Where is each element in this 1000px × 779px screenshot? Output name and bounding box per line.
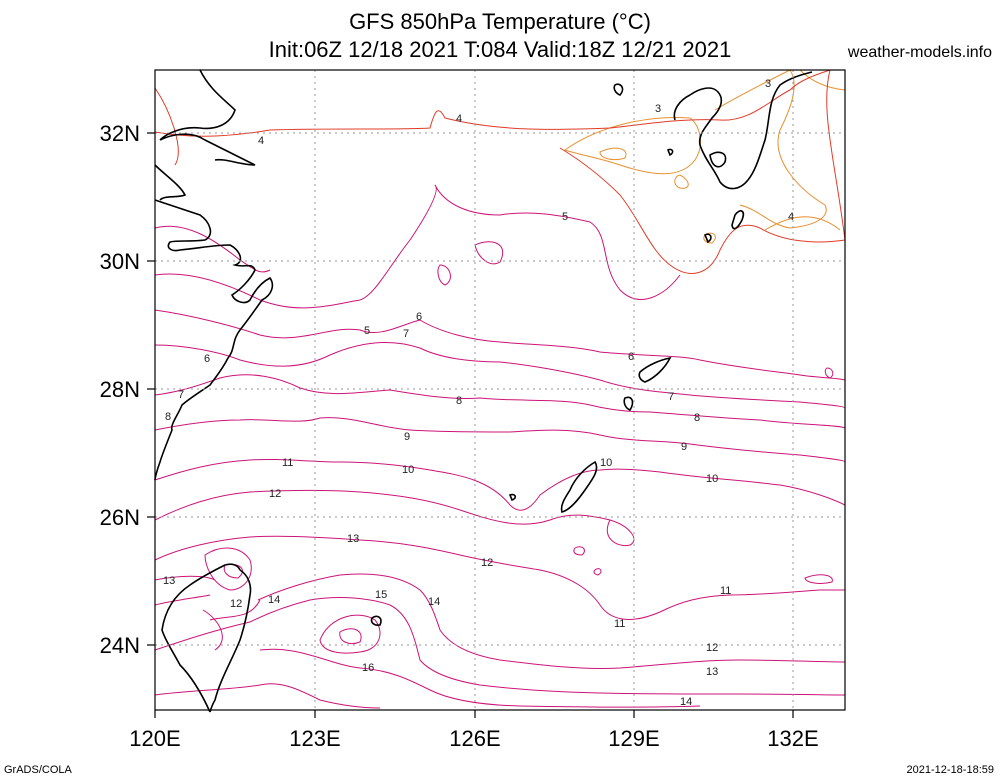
contour-label: 6 [628,351,634,363]
contour-labels-west: 6 7 8 13 12 [163,353,242,610]
contour-labels: 3 3 4 4 4 5 5 6 6 7 7 8 8 9 9 10 10 10 1… [258,78,794,708]
lat-tick-label: 30N [100,249,140,274]
contour-label: 3 [655,103,661,115]
contour-label: 10 [706,473,718,485]
contour-label: 3 [765,78,771,90]
map-title: GFS 850hPa Temperature (°C) [349,9,651,34]
map-subtitle: Init:06Z 12/18 2021 T:084 Valid:18Z 12/2… [268,37,732,62]
plot-frame [154,69,846,711]
coastlines [154,69,813,713]
contour-label: 7 [403,328,409,340]
contour-label: 14 [680,696,692,708]
contour-label: 12 [706,642,718,654]
contour-label: 14 [268,594,280,606]
footer-timestamp: 2021-12-18-18:59 [906,764,994,776]
graticule [155,70,845,710]
contour-label: 9 [404,431,410,443]
contour-label: 15 [375,589,387,601]
site-label: weather-models.info [847,44,992,61]
svg-text:12: 12 [230,598,242,610]
contour-label: 8 [694,412,700,424]
svg-text:8: 8 [165,411,171,423]
lat-tick-label: 24N [100,633,140,658]
contour-label: 16 [362,662,374,674]
contour-label: 5 [562,211,568,223]
contour-label: 14 [428,596,440,608]
contour-label: 11 [720,585,731,597]
axis-ticks [147,132,794,718]
svg-text:6: 6 [204,353,210,365]
lon-labels: 120E 123E 126E 129E 132E [129,726,818,751]
lat-labels: 24N 26N 28N 30N 32N [100,121,140,658]
contour-label: 4 [456,113,462,125]
svg-text:13: 13 [163,575,175,587]
contour-label: 12 [481,557,493,569]
footer-software: GrADS/COLA [4,764,72,776]
contour-label: 12 [269,488,281,500]
contour-label: 8 [456,395,462,407]
contour-label: 11 [614,618,625,630]
contour-label: 10 [402,464,414,476]
contour-label: 4 [788,211,794,223]
contour-label: 11 [282,457,293,469]
svg-text:7: 7 [178,389,184,401]
contour-label: 7 [668,391,674,403]
contour-label: 4 [258,135,264,147]
contour-label: 10 [600,457,612,469]
lat-tick-label: 28N [100,377,140,402]
lat-tick-label: 32N [100,121,140,146]
contour-label: 13 [706,666,718,678]
contour-label: 6 [416,311,422,323]
lon-tick-label: 120E [129,726,180,751]
contour-label: 13 [347,533,359,545]
lon-tick-label: 129E [608,726,659,751]
lat-tick-label: 26N [100,505,140,530]
contour-label: 9 [681,441,687,453]
lon-tick-label: 132E [767,726,818,751]
contour-label: 5 [364,325,370,337]
lon-tick-label: 126E [449,726,500,751]
contours [154,69,846,709]
lon-tick-label: 123E [289,726,340,751]
